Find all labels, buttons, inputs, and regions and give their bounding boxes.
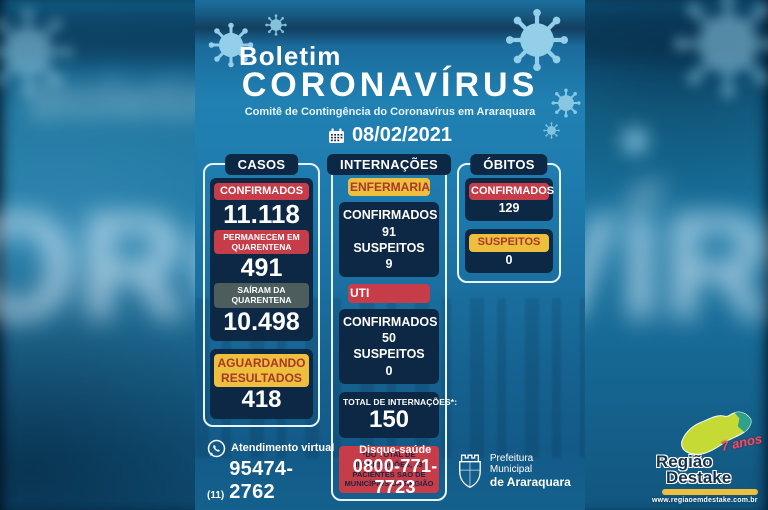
- deaths-suspects-value: 0: [505, 252, 513, 267]
- deaths-header: ÓBITOS: [470, 154, 548, 175]
- hospitalizations-footnote: *DO TOTAL DE INTERNAÇÕES, 43 PACIENTES S…: [339, 446, 439, 494]
- cases-column: CASOS CONFIRMADOS 11.118 PERMANECEM EM Q…: [203, 154, 320, 427]
- coronavirus-icon: [672, 0, 768, 100]
- deaths-confirmed-box: CONFIRMADOS 129: [465, 178, 554, 222]
- deaths-suspects-box: SUSPEITOS 0: [465, 229, 553, 273]
- cases-awaiting-value: 418: [241, 386, 282, 414]
- logo-tagline-bar: [662, 489, 758, 495]
- icu-confirmed-value: 50: [382, 331, 396, 346]
- ward-suspects-label: SUSPEITOS: [353, 240, 425, 255]
- cases-confirmed-label: CONFIRMADOS: [214, 183, 309, 201]
- city-hall-crest-icon: [459, 454, 481, 489]
- cases-awaiting-box: AGUARDANDO RESULTADOS 418: [210, 349, 313, 419]
- city-hall-line2: de Araraquara: [489, 475, 571, 489]
- virtual-care-area-code: (11): [207, 489, 225, 501]
- cases-main-box: CONFIRMADOS 11.118 PERMANECEM EM QUARENT…: [210, 178, 313, 342]
- logo-name-line1: Região: [656, 452, 713, 471]
- coronavirus-icon: [0, 6, 74, 98]
- regiao-destake-logo: 7 anos Região Destake www.regiaoemdestak…: [644, 408, 766, 508]
- total-hospitalizations-value: 150: [368, 405, 410, 433]
- whatsapp-icon: [207, 439, 226, 457]
- ward-confirmed-label: CONFIRMADOS: [343, 208, 438, 223]
- cases-quarantine-value: 491: [240, 254, 283, 283]
- hospitalizations-column: INTERNAÇÕES ENFERMARIA CONFIRMADOS 91 SU…: [327, 154, 458, 502]
- deaths-confirmed-value: 129: [498, 201, 520, 216]
- total-hospitalizations-box: TOTAL DE INTERNAÇÕES*: 150: [339, 391, 458, 439]
- ward-suspects-value: 9: [385, 257, 393, 272]
- coronavirus-icon: [612, 118, 658, 164]
- cases-quarantine-label: PERMANECEM EM QUARENTENA: [214, 230, 309, 255]
- bulletin-date-row: 08/02/2021: [195, 124, 585, 147]
- deaths-column: ÓBITOS CONFIRMADOS 129 SUSPEITOS 0: [457, 154, 561, 283]
- health-line-phone: 0800-771-7723: [352, 456, 438, 497]
- contact-footer: Atendimento virtual (11) 95474-2762 Disq…: [207, 439, 575, 503]
- deaths-suspects-label: SUSPEITOS: [469, 234, 549, 252]
- cases-left-quarantine-label: SAÍRAM DA QUARENTENA: [214, 283, 309, 308]
- icu-suspects-label: SUSPEITOS: [353, 347, 425, 362]
- ward-label: ENFERMARIA: [348, 178, 430, 197]
- hospitalizations-header: INTERNAÇÕES: [327, 154, 451, 175]
- icu-suspects-value: 0: [385, 363, 393, 378]
- city-hall-group: Prefeitura Municipal de Araraquara: [456, 452, 575, 490]
- virtual-care-phone: 95474-2762: [229, 457, 294, 503]
- bulletin-kicker: Boletim: [239, 41, 342, 71]
- coronavirus-icon: [505, 8, 569, 72]
- cases-left-quarantine-value: 10.498: [223, 307, 300, 336]
- icu-label: UTI: [348, 284, 430, 303]
- calendar-icon: [328, 128, 344, 143]
- bulletin-title: CORONAVÍRUS: [241, 66, 539, 104]
- city-hall-line1: Prefeitura Municipal: [489, 453, 534, 475]
- logo-name-line2: Destake: [666, 468, 732, 487]
- icu-box: CONFIRMADOS 50 SUSPEITOS 0: [339, 308, 439, 384]
- icu-confirmed-label: CONFIRMADOS: [343, 314, 438, 329]
- sao-paulo-map-icon: [681, 411, 752, 455]
- deaths-confirmed-label: CONFIRMADOS: [469, 183, 554, 201]
- cases-confirmed-value: 11.118: [223, 199, 300, 230]
- total-hospitalizations-label: TOTAL DE INTERNAÇÕES*:: [343, 396, 458, 407]
- coronavirus-icon: [265, 14, 287, 36]
- health-line-group: Disque-saúde 0800-771-7723: [334, 444, 456, 498]
- bulletin-date: 08/02/2021: [351, 124, 453, 146]
- virtual-care-label: Atendimento virtual: [231, 442, 335, 454]
- ward-confirmed-value: 91: [382, 224, 396, 239]
- cases-awaiting-label: AGUARDANDO RESULTADOS: [214, 354, 309, 388]
- health-line-label: Disque-saúde: [359, 444, 432, 456]
- cases-header: CASOS: [224, 154, 299, 175]
- bulletin-panel: Boletim CORONAVÍRUS Comitê de Contingênc…: [195, 0, 585, 510]
- virtual-care-group: Atendimento virtual (11) 95474-2762: [207, 439, 334, 504]
- bulletin-subtitle: Comitê de Contingência do Coronavírus em…: [244, 106, 536, 118]
- ward-box: CONFIRMADOS 91 SUSPEITOS 9: [339, 202, 439, 278]
- logo-url: www.regiaoemdestake.com.br: [652, 497, 758, 504]
